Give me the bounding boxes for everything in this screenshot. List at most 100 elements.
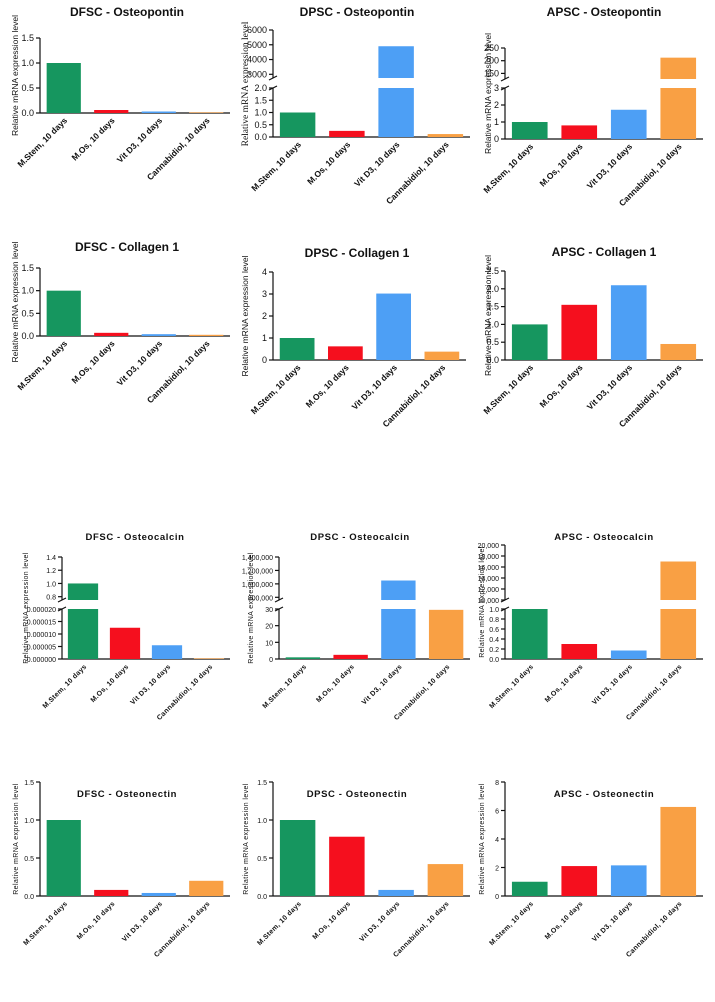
bar — [46, 820, 81, 896]
bar — [189, 880, 224, 896]
y-tick-label: 0.000005 — [27, 645, 56, 652]
bar — [610, 650, 647, 659]
x-category-label: Cannabidiol, 10 days — [392, 900, 450, 958]
bar — [109, 627, 141, 659]
y-tick-label: 1.5 — [257, 780, 267, 787]
bar — [94, 889, 129, 896]
y-tick-label: 1.0 — [21, 286, 34, 296]
x-category-label: M.Os, 10 days — [305, 139, 352, 186]
y-axis-label: Relative mRNA expression level — [479, 783, 486, 895]
y-tick-label: 800,000 — [248, 595, 273, 602]
y-tick-label: 0.0 — [21, 108, 34, 118]
chart-title: DFSC - Osteonectin — [77, 789, 177, 800]
y-tick-label: 1.4 — [46, 555, 56, 562]
x-category-label: Vit D3, 10 days — [115, 115, 165, 165]
chart-panel-5: DPSC - Collagen 1 Relative mRNA expressio… — [240, 246, 466, 429]
chart-title: DPSC - Collagen 1 — [305, 246, 410, 260]
y-tick-label: 2.0 — [254, 83, 267, 93]
x-category-label: M.Stem, 10 days — [489, 663, 536, 710]
x-category-label: Vit D3, 10 days — [591, 663, 634, 706]
bar — [141, 334, 176, 336]
x-category-label: M.Stem, 10 days — [256, 900, 303, 947]
bar-upper — [378, 46, 414, 78]
bar — [660, 88, 697, 139]
bar — [378, 889, 414, 896]
y-tick-label: 18,000 — [478, 554, 500, 561]
y-tick-label: 0.5 — [257, 856, 267, 863]
axis-break-mark — [500, 76, 510, 82]
chart-title: APSC - Osteonectin — [554, 789, 655, 800]
chart-title: DPSC - Osteonectin — [307, 789, 408, 800]
y-tick-label: 6000 — [247, 25, 267, 35]
bar — [424, 351, 460, 360]
x-category-label: M.Os, 10 days — [312, 900, 353, 941]
bar — [427, 134, 464, 137]
y-tick-label: 0.0 — [254, 132, 267, 142]
y-tick-label: 0.0 — [21, 331, 34, 341]
y-tick-label: 3 — [262, 289, 267, 299]
y-tick-label: 1.5 — [21, 33, 34, 43]
bar — [189, 334, 224, 336]
bar — [279, 112, 316, 137]
chart-panel-7: DFSC - Osteocalcin Relative mRNA expressi… — [23, 532, 230, 722]
y-tick-label: 0 — [494, 134, 499, 144]
x-category-label: Vit D3, 10 days — [591, 900, 634, 943]
y-tick-label: 0.0 — [257, 894, 267, 901]
y-axis-label: Relative mRNA expression level — [243, 783, 250, 895]
y-tick-label: 3000 — [247, 69, 267, 79]
chart-panel-3: APSC - Osteopontin Relative mRNA expressi… — [481, 5, 703, 208]
chart-panel-2: DPSC - Osteopontin Relative mRNA expressi… — [241, 5, 470, 206]
y-tick-label: 0.000015 — [27, 620, 56, 627]
x-category-label: Cannabidiol, 10 days — [153, 900, 211, 958]
axis-break-mark — [274, 597, 284, 603]
y-tick-label: 1.5 — [486, 302, 499, 312]
y-tick-label: 0.5 — [486, 337, 499, 347]
bar — [189, 112, 224, 113]
chart-panel-12: APSC - Osteonectin Relative mRNA expressi… — [479, 780, 703, 959]
y-axis-label: Relative mRNA expression level — [240, 255, 250, 376]
x-category-label: Vit D3, 10 days — [361, 663, 404, 706]
chart-panel-6: APSC - Collagen 1 Relative mRNA expressio… — [481, 245, 703, 429]
x-category-label: M.Os, 10 days — [69, 338, 116, 385]
y-tick-label: 8 — [495, 780, 499, 787]
y-tick-label: 2.5 — [486, 266, 499, 276]
y-tick-label: 2 — [495, 866, 499, 873]
chart-title: DFSC - Osteocalcin — [86, 532, 185, 543]
y-tick-label: 0.5 — [24, 856, 34, 863]
y-tick-label: 0 — [495, 894, 499, 901]
x-category-label: Vit D3, 10 days — [129, 663, 172, 706]
x-category-label: M.Os, 10 days — [76, 900, 117, 941]
y-tick-label: 1.0 — [489, 607, 499, 614]
x-category-label: M.Stem, 10 days — [489, 900, 536, 947]
x-category-label: M.Stem, 10 days — [249, 362, 303, 416]
bar — [511, 324, 548, 360]
chart-panel-9: APSC - Osteocalcin Relative mRNA expressi… — [478, 532, 703, 722]
y-tick-label: 1,000,000 — [242, 582, 273, 589]
y-tick-label: 3 — [494, 83, 499, 93]
x-category-label: Vit D3, 10 days — [359, 900, 402, 943]
bar — [660, 806, 697, 896]
y-tick-label: 0 — [269, 657, 273, 664]
bar — [561, 304, 598, 360]
bar — [279, 820, 316, 896]
bar — [381, 609, 416, 659]
bar — [561, 644, 598, 659]
y-tick-label: 1.5 — [24, 780, 34, 787]
chart-title: DPSC - Osteocalcin — [310, 532, 410, 543]
y-tick-label: 0.0 — [489, 657, 499, 664]
bar — [427, 864, 464, 896]
bar — [428, 609, 464, 659]
x-category-label: Cannabidiol, 10 days — [625, 663, 683, 721]
y-tick-label: 0.0 — [486, 355, 499, 365]
y-tick-label: 20 — [265, 624, 273, 631]
x-category-label: M.Stem, 10 days — [42, 663, 89, 710]
y-axis-label: Relative mRNA expression level — [241, 21, 251, 146]
y-tick-label: 4000 — [247, 55, 267, 65]
bar-upper — [660, 57, 697, 79]
axis-break-mark — [268, 75, 278, 81]
chart-title: APSC - Osteocalcin — [554, 532, 654, 543]
y-tick-label: 6 — [495, 809, 499, 816]
y-tick-label: 1,200,000 — [242, 568, 273, 575]
bar — [328, 346, 363, 360]
